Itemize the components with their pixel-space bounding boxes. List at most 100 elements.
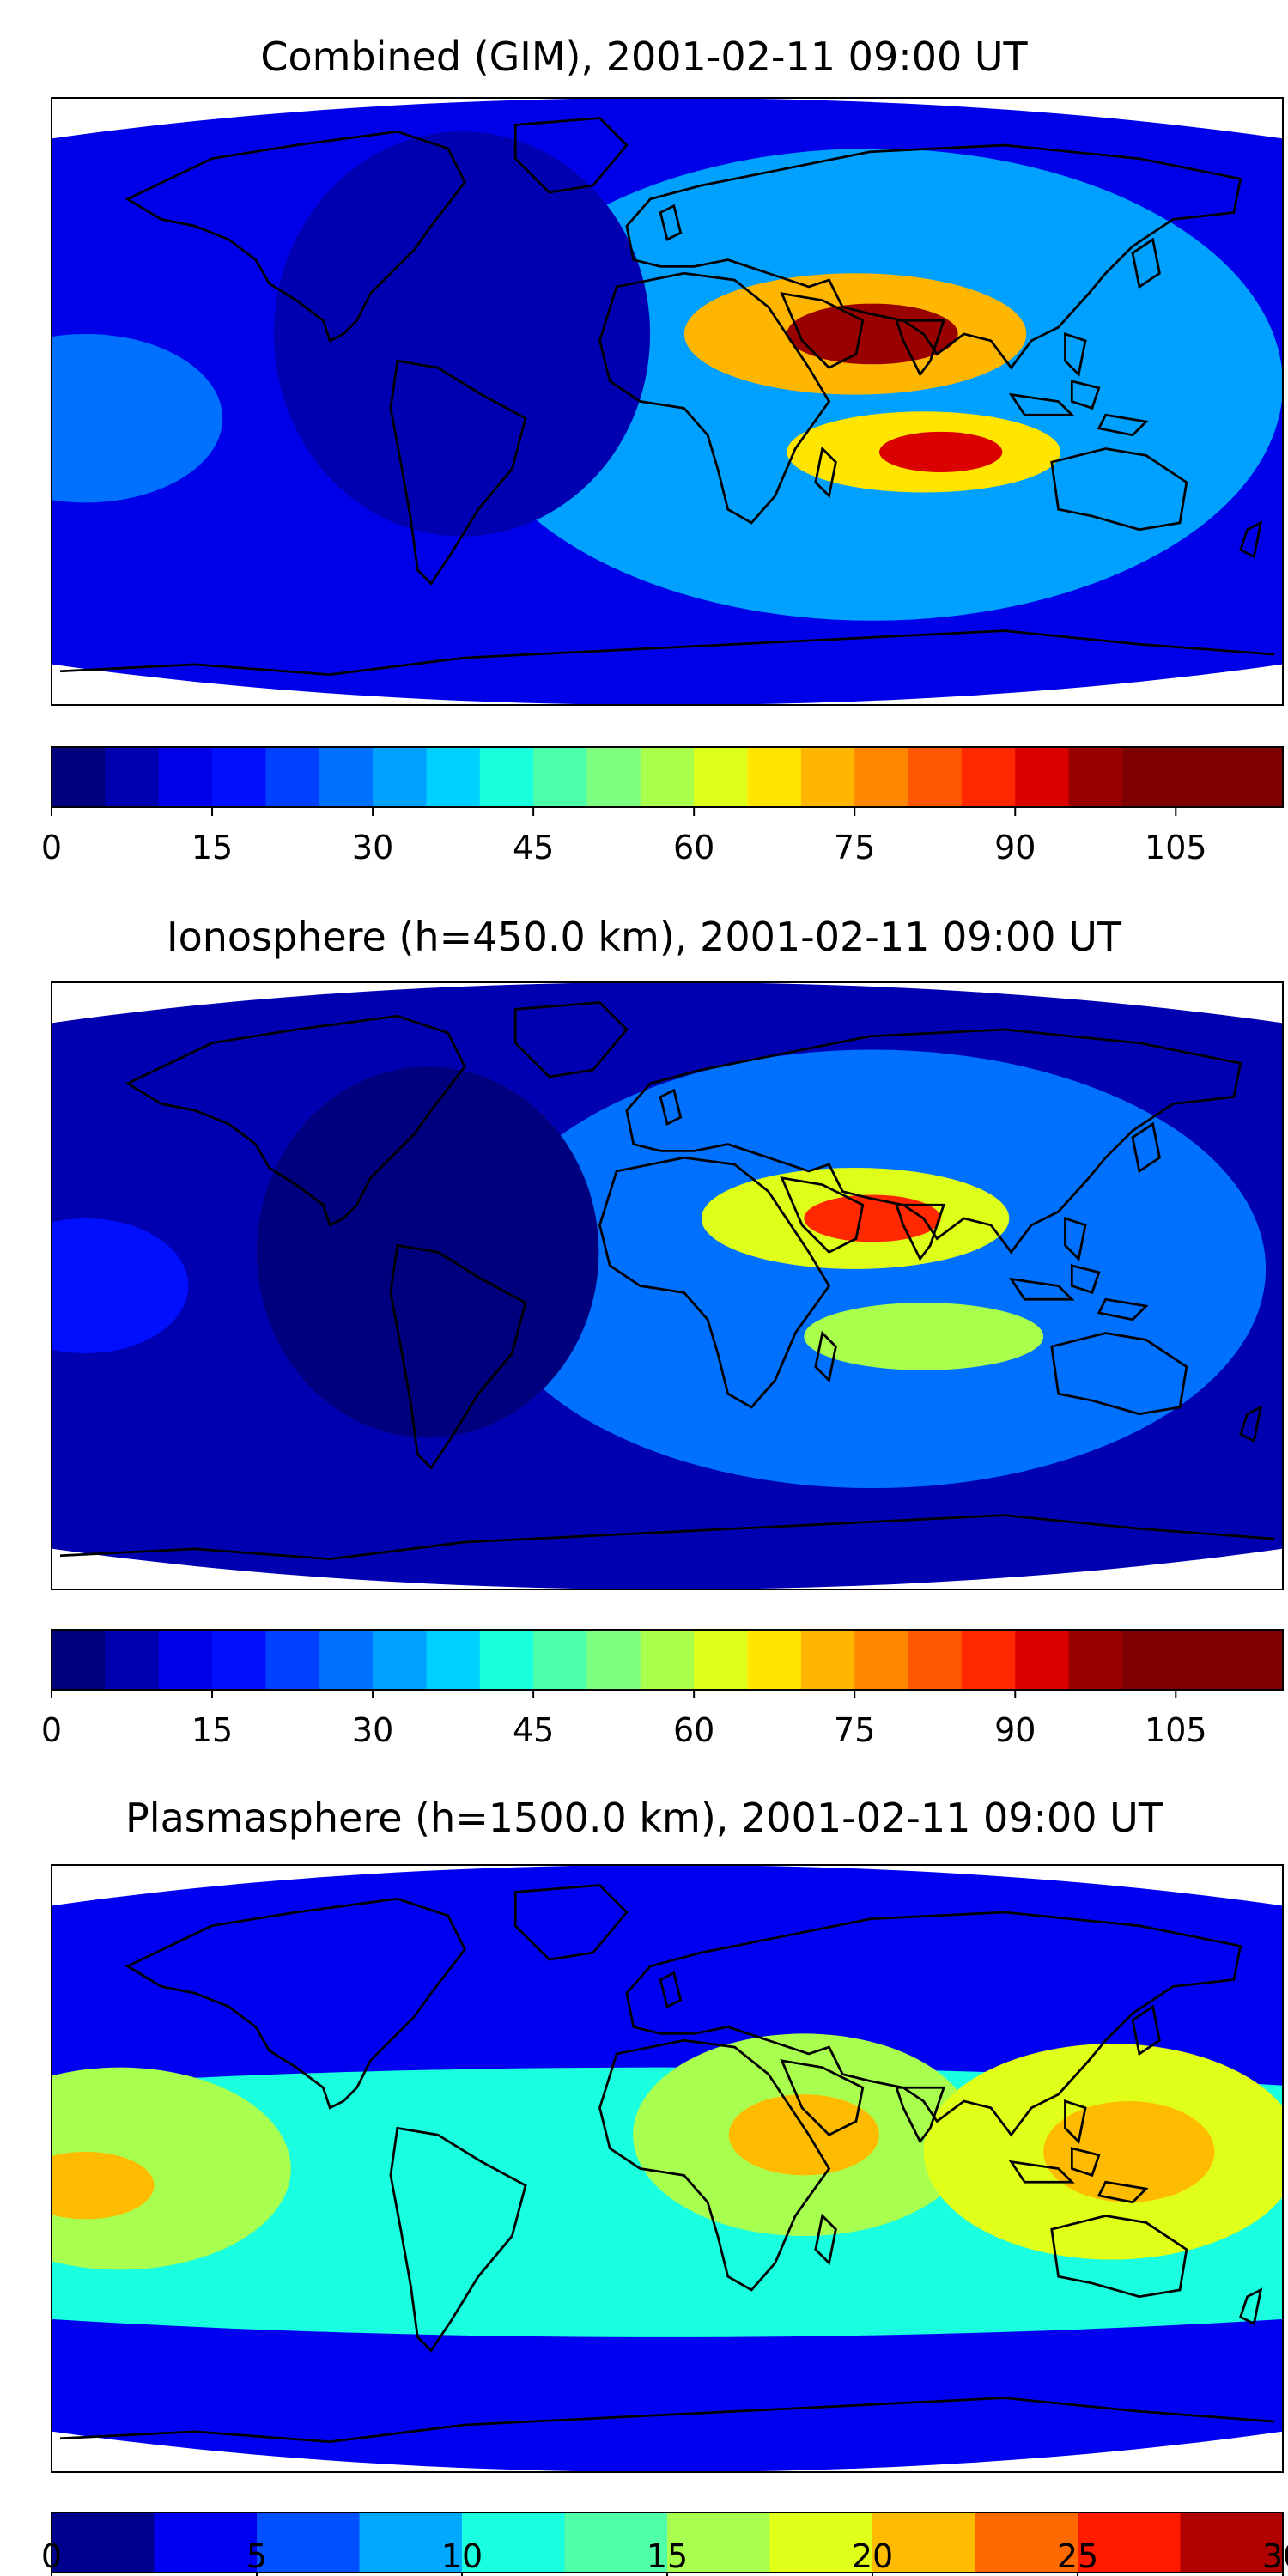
colorbar-bin: [373, 747, 427, 807]
colorbar-bin: [158, 1630, 213, 1690]
map-frame: [51, 1864, 1284, 2473]
colorbar-bin: [212, 747, 266, 807]
colorbar-tick-label: 30: [352, 829, 393, 866]
colorbar-bin: [1068, 1630, 1123, 1690]
colorbar-bin: [800, 747, 855, 807]
colorbar-bin: [154, 2512, 258, 2573]
colorbar-bin: [1068, 747, 1123, 807]
colorbar-tick-label: 0: [41, 1711, 62, 1749]
heatmap-contour: [257, 1066, 599, 1438]
colorbar-bin: [640, 747, 695, 807]
colorbar-bin: [265, 747, 320, 807]
heatmap-contour: [1043, 2100, 1215, 2202]
heatmap-contour: [787, 303, 958, 365]
heatmap-layer: [52, 98, 1283, 705]
colorbar-bin: [257, 2512, 360, 2573]
colorbar-bin: [564, 2512, 668, 2573]
colorbar-tick-label: 75: [834, 1711, 875, 1749]
colorbar-bin: [1229, 1630, 1284, 1690]
colorbar-bin: [1078, 2512, 1181, 2573]
map-frame: [51, 981, 1284, 1590]
heatmap-contour: [804, 1194, 941, 1242]
map-area: [51, 981, 1284, 1590]
colorbar-bin: [975, 2512, 1078, 2573]
colorbar-bin: [694, 1630, 749, 1690]
colorbar-bin: [319, 747, 374, 807]
heatmap-contour: [52, 1218, 189, 1354]
colorbar-bin: [769, 2512, 873, 2573]
colorbar: 0 15 30 45 60 75 90 105: [41, 1629, 1284, 1749]
colorbar-bin: [747, 747, 802, 807]
colorbar-bin: [854, 1630, 909, 1690]
colorbar-bin: [479, 1630, 534, 1690]
chart-title: Combined (GIM), 2001-02-11 09:00 UT: [260, 33, 1028, 80]
colorbar-bin: [1121, 747, 1176, 807]
colorbar-bin: [265, 1630, 320, 1690]
colorbar-bin: [479, 747, 534, 807]
colorbar-bin: [854, 747, 909, 807]
colorbar-tick-label: 105: [1145, 1711, 1207, 1749]
colorbar-tick-label: 0: [41, 2537, 62, 2575]
colorbar-tick-label: 105: [1145, 829, 1207, 866]
heatmap-contour: [728, 2094, 879, 2176]
colorbar-tick-label: 30: [1262, 2537, 1288, 2575]
colorbar-bin: [872, 2512, 975, 2573]
colorbar-bin: [533, 1630, 587, 1690]
colorbar-bin: [961, 1630, 1016, 1690]
heatmap-contour: [52, 2067, 291, 2270]
colorbar-bin: [667, 2512, 770, 2573]
colorbar-bin: [52, 747, 106, 807]
colorbar-bin: [586, 1630, 641, 1690]
colorbar-bin: [1121, 1630, 1176, 1690]
heatmap-contour: [878, 431, 1003, 472]
colorbar-bin: [426, 747, 481, 807]
colorbar-bin: [52, 2512, 155, 2573]
chart-title: Ionosphere (h=450.0 km), 2001-02-11 09:0…: [167, 914, 1122, 960]
panel-plasmasphere: Plasmasphere (h=1500.0 km), 2001-02-11 0…: [41, 1795, 1288, 2576]
colorbar-bin: [426, 1630, 481, 1690]
colorbar-tick-label: 0: [41, 829, 62, 866]
colorbar-tick-label: 90: [994, 829, 1036, 866]
colorbar-tick-label: 45: [513, 829, 554, 866]
colorbar-tick-label: 25: [1057, 2537, 1098, 2575]
colorbar: 0 5 10 15 20 25 30: [41, 2512, 1288, 2576]
colorbar-tick-label: 90: [994, 1711, 1036, 1749]
colorbar-bin: [462, 2512, 565, 2573]
map-area: [51, 97, 1284, 706]
colorbar: 0 15 30 45 60 75 90 105: [41, 746, 1284, 866]
colorbar-tick-label: 15: [191, 1711, 233, 1749]
panel-ionosphere: Ionosphere (h=450.0 km), 2001-02-11 09:0…: [41, 914, 1284, 1749]
colorbar-frame: [51, 1629, 1284, 1691]
colorbar-bin: [908, 1630, 963, 1690]
colorbar-bin: [586, 747, 641, 807]
colorbar-bin: [640, 1630, 695, 1690]
colorbar-bin: [961, 747, 1016, 807]
panel-combined: Combined (GIM), 2001-02-11 09:00 UT 0 15 3…: [41, 33, 1284, 866]
colorbar-bin: [1229, 747, 1284, 807]
colorbar-tick-label: 75: [834, 829, 875, 866]
colorbar-tick-label: 45: [513, 1711, 554, 1749]
colorbar-bin: [800, 1630, 855, 1690]
colorbar-tick-label: 30: [352, 1711, 393, 1749]
colorbar-tick-label: 10: [441, 2537, 483, 2575]
colorbar-bin: [747, 1630, 802, 1690]
colorbar-bin: [359, 2512, 463, 2573]
heatmap-contour: [52, 333, 223, 503]
colorbar-frame: [51, 746, 1284, 808]
colorbar-tick-label: 5: [246, 2537, 267, 2575]
colorbar-bin: [212, 1630, 266, 1690]
colorbar-tick-label: 60: [673, 1711, 714, 1749]
heatmap-contour: [804, 1303, 1044, 1370]
chart-title: Plasmasphere (h=1500.0 km), 2001-02-11 0…: [125, 1795, 1163, 1841]
colorbar-tick-label: 15: [191, 829, 233, 866]
colorbar-bin: [319, 1630, 374, 1690]
colorbar-tick-label: 60: [673, 829, 714, 866]
heatmap-contour: [273, 131, 651, 537]
colorbar-bin: [694, 747, 749, 807]
map-area: [51, 1864, 1284, 2473]
colorbar-tick-label: 20: [852, 2537, 893, 2575]
colorbar-bin: [105, 747, 160, 807]
colorbar-tick-label: 15: [647, 2537, 688, 2575]
colorbar-bin: [52, 1630, 106, 1690]
